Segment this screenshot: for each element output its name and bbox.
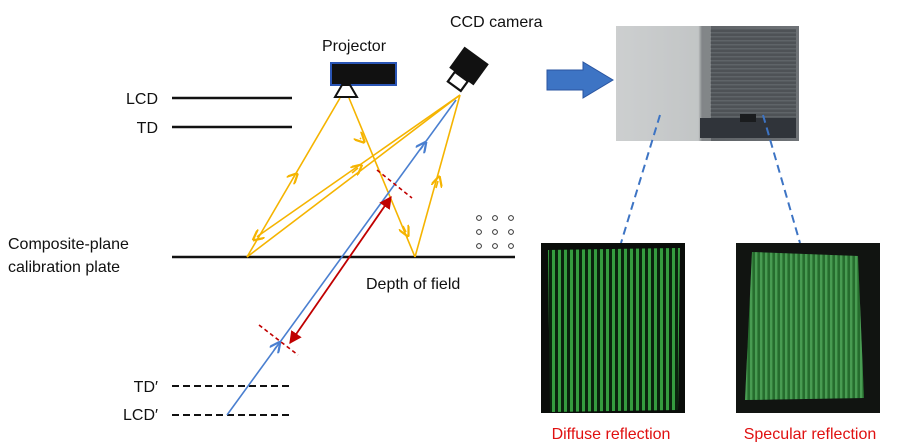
lcd-label: LCD bbox=[126, 91, 158, 108]
projector-rays bbox=[246, 94, 461, 258]
diffuse-caption: Diffuse reflection bbox=[552, 426, 671, 442]
td-prime-label: TD′ bbox=[134, 379, 158, 396]
dot-pattern bbox=[476, 215, 514, 249]
specular-caption: Specular reflection bbox=[744, 426, 877, 442]
ccd-camera-icon bbox=[446, 46, 489, 93]
plate-photo bbox=[616, 26, 799, 141]
depth-of-field-label: Depth of field bbox=[366, 276, 460, 293]
diffuse-connector bbox=[620, 114, 661, 244]
right-arrow-icon bbox=[546, 61, 614, 99]
plate-label-line2: calibration plate bbox=[8, 259, 120, 276]
diffuse-fringe-image bbox=[541, 243, 685, 413]
projector-icon bbox=[330, 62, 397, 98]
plate-label-line1: Composite-plane bbox=[8, 236, 129, 253]
depth-of-field-markers bbox=[258, 169, 413, 356]
lcd-prime-label: LCD′ bbox=[123, 407, 158, 424]
td-label: TD bbox=[137, 120, 158, 137]
ccd-camera-label: CCD camera bbox=[450, 14, 543, 31]
specular-fringe-image bbox=[736, 243, 880, 413]
projector-label: Projector bbox=[322, 38, 387, 55]
specular-connector bbox=[762, 114, 801, 244]
